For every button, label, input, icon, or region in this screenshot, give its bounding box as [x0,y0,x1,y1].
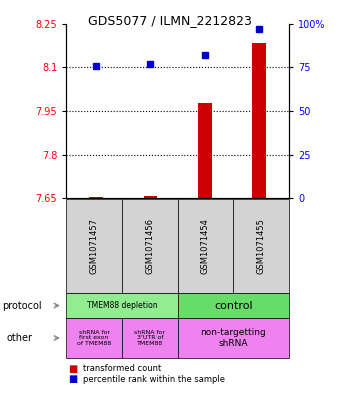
Text: ■: ■ [68,374,77,384]
Text: TMEM88 depletion: TMEM88 depletion [87,301,157,310]
Text: GDS5077 / ILMN_2212823: GDS5077 / ILMN_2212823 [88,14,252,27]
Bar [144,196,157,198]
Text: control: control [214,301,253,310]
Bar [252,42,266,198]
Text: shRNA for
3'UTR of
TMEM88: shRNA for 3'UTR of TMEM88 [134,330,165,346]
Bar [198,103,211,198]
Text: GSM1071454: GSM1071454 [201,218,210,274]
Text: percentile rank within the sample: percentile rank within the sample [83,375,225,384]
Text: transformed count: transformed count [83,364,161,373]
Text: ■: ■ [68,364,77,374]
Text: protocol: protocol [2,301,41,310]
Text: GSM1071457: GSM1071457 [90,218,99,274]
Text: GSM1071456: GSM1071456 [145,218,154,274]
Text: shRNA for
first exon
of TMEM88: shRNA for first exon of TMEM88 [77,330,111,346]
Bar [89,197,103,198]
Text: other: other [6,333,32,343]
Text: non-targetting
shRNA: non-targetting shRNA [201,328,266,348]
Text: GSM1071455: GSM1071455 [257,218,266,274]
